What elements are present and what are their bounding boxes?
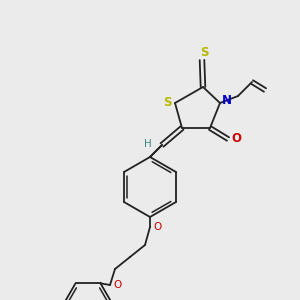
Text: O: O	[153, 222, 161, 232]
Text: H: H	[144, 139, 152, 149]
Text: O: O	[113, 280, 121, 290]
Text: N: N	[222, 94, 232, 107]
Text: O: O	[231, 133, 241, 146]
Text: S: S	[200, 46, 208, 59]
Text: S: S	[163, 95, 171, 109]
